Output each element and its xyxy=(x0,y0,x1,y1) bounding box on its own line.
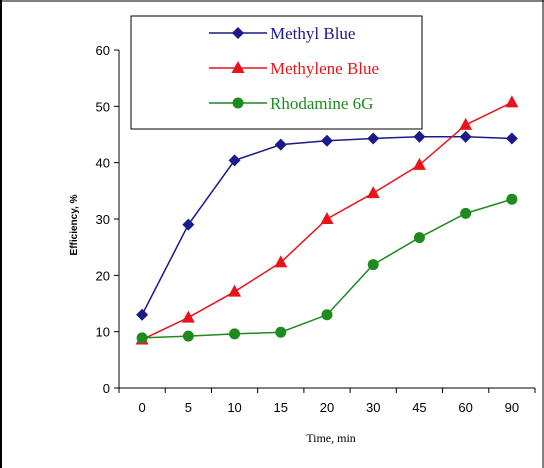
data-point-methyl-blue xyxy=(321,134,333,147)
x-tick-label: 45 xyxy=(412,400,426,415)
data-point-rhodamine-6g xyxy=(506,193,518,205)
x-axis-title: Time, min xyxy=(306,431,356,445)
x-tick-label: 20 xyxy=(320,400,334,415)
data-point-methylene-blue xyxy=(366,186,380,199)
series-methylene-blue xyxy=(135,95,519,345)
x-tick-label: 5 xyxy=(185,400,192,415)
legend-marker xyxy=(232,27,244,39)
data-point-methyl-blue xyxy=(505,132,518,145)
data-point-methylene-blue xyxy=(181,310,195,323)
data-point-methyl-blue xyxy=(228,154,241,167)
data-point-methylene-blue xyxy=(505,95,519,108)
y-tick-label: 0 xyxy=(103,381,110,396)
data-point-methyl-blue xyxy=(274,138,287,151)
legend: Methyl Blue Methylene Blue Rhodamine 6G xyxy=(130,15,423,130)
y-tick-label: 20 xyxy=(96,268,110,283)
y-tick-label: 40 xyxy=(96,156,110,171)
y-tick-label: 60 xyxy=(96,43,110,58)
data-point-rhodamine-6g xyxy=(136,332,148,344)
data-point-methyl-blue xyxy=(182,218,195,231)
y-tick-label: 10 xyxy=(96,325,110,340)
data-point-rhodamine-6g xyxy=(275,326,287,338)
y-ticks: 0 10 20 30 40 50 60 xyxy=(96,43,119,396)
legend-label: Methylene Blue xyxy=(270,59,379,78)
y-tick-label: 50 xyxy=(96,99,110,114)
legend-item-methyl-blue: Methyl Blue xyxy=(209,24,355,43)
data-point-methylene-blue xyxy=(274,255,288,268)
data-point-methylene-blue xyxy=(412,157,426,170)
data-point-methylene-blue xyxy=(228,284,242,297)
legend-item-rhodamine-6g: Rhodamine 6G xyxy=(209,94,373,113)
data-point-rhodamine-6g xyxy=(182,330,194,342)
x-tick-label: 15 xyxy=(274,400,288,415)
y-tick-label: 30 xyxy=(96,212,110,227)
y-axis-title: Efficiency, % xyxy=(69,194,80,255)
x-tick-label: 0 xyxy=(138,400,145,415)
x-tick-label: 30 xyxy=(366,400,380,415)
series-line-methyl-blue xyxy=(141,136,512,316)
data-point-rhodamine-6g xyxy=(229,328,241,340)
data-point-methyl-blue xyxy=(367,132,380,145)
legend-item-methylene-blue: Methylene Blue xyxy=(209,59,379,78)
data-point-rhodamine-6g xyxy=(321,309,333,321)
series-methyl-blue xyxy=(136,130,518,321)
x-tick-label: 10 xyxy=(227,400,241,415)
legend-label: Methyl Blue xyxy=(270,24,355,43)
data-point-methyl-blue xyxy=(459,130,472,143)
data-point-methylene-blue xyxy=(320,212,334,224)
data-point-rhodamine-6g xyxy=(413,232,425,244)
x-tick-label: 60 xyxy=(458,400,472,415)
data-point-methyl-blue xyxy=(413,130,426,143)
data-point-rhodamine-6g xyxy=(367,259,379,271)
data-point-methylene-blue xyxy=(459,117,473,130)
legend-marker xyxy=(232,97,244,109)
x-tick-label: 90 xyxy=(505,400,519,415)
legend-marker xyxy=(231,61,245,73)
series-rhodamine-6g xyxy=(136,193,518,344)
x-ticks: 0 5 10 15 20 30 45 60 90 xyxy=(118,388,536,415)
data-point-rhodamine-6g xyxy=(460,207,472,219)
legend-label: Rhodamine 6G xyxy=(270,94,373,113)
data-point-methyl-blue xyxy=(136,308,149,321)
legend-box xyxy=(130,15,423,130)
series-layer xyxy=(135,95,519,345)
